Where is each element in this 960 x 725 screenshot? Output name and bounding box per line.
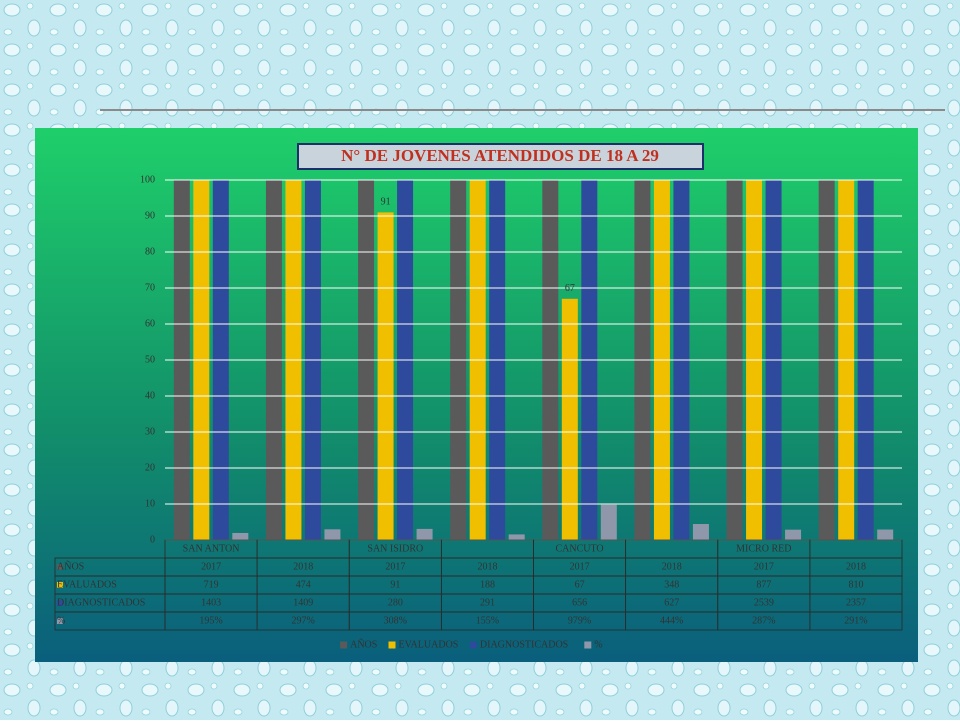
legend-swatch [340,641,348,649]
legend-key [57,618,63,624]
bar [692,524,709,540]
table-value: 91 [390,579,400,590]
bar [600,504,617,540]
data-label: 67 [565,283,575,294]
table-value: 155% [476,615,499,626]
table-value: 2017 [570,561,590,572]
legend-label: EVALUADOS [399,639,459,650]
table-row-header: EVALUADOS [57,579,117,590]
x-tick-label: SAN ISIDRO [367,543,423,554]
x-tick-label: CANCUTO [555,543,603,554]
legend-label: AÑOS [350,638,377,650]
y-tick-label: 50 [145,354,155,365]
y-tick-label: 0 [150,534,155,545]
x-tick-label: SAN ANTON [183,543,240,554]
y-tick-label: 90 [145,210,155,221]
table-value: 474 [296,579,311,590]
y-tick-label: 60 [145,318,155,329]
table-value: 287% [752,615,775,626]
y-tick-label: 10 [145,498,155,509]
table-value: 2017 [754,561,774,572]
table-value: 2018 [477,561,497,572]
title-box [297,143,704,170]
legend-key [57,582,63,588]
table-row-header: DIAGNOSTICADOS [57,597,145,608]
table-value: 2018 [293,561,313,572]
bar [232,532,249,540]
table-value: 280 [388,597,403,608]
table-value: 348 [664,579,679,590]
table-value: 2018 [662,561,682,572]
y-tick-label: 20 [145,462,155,473]
table-value: 719 [204,579,219,590]
y-tick-label: 80 [145,246,155,257]
legend-swatch [584,641,592,649]
table-value: 627 [664,597,679,608]
table-value: 195% [199,615,222,626]
table-value: 297% [292,615,315,626]
table-row-header: % [57,615,65,626]
bar [324,529,341,540]
table-value: 2017 [385,561,405,572]
chart-title: N° DE JOVENES ATENDIDOS DE 18 A 29 [341,146,659,165]
y-tick-label: 30 [145,426,155,437]
bar [377,212,394,540]
table-value: 308% [384,615,407,626]
bar [508,534,525,540]
table-row-header: AÑOS [57,560,84,572]
table-value: 656 [572,597,587,608]
table-value: 444% [660,615,683,626]
bar [785,529,802,540]
table-value: 877 [756,579,771,590]
table-value: 2018 [846,561,866,572]
legend-key [57,564,63,570]
table-value: 2539 [754,597,774,608]
x-tick-label: MICRO RED [736,543,791,554]
legend-swatch [388,641,396,649]
table-value: 291 [480,597,495,608]
bar [561,298,578,540]
legend-label: DIAGNOSTICADOS [480,639,568,650]
legend-key [57,600,63,606]
table-value: 2017 [201,561,221,572]
y-tick-label: 70 [145,282,155,293]
bar [416,528,433,540]
table-cell [809,611,903,631]
plot [173,180,894,540]
y-tick-label: 100 [140,174,155,185]
data-label: 91 [381,197,391,208]
table-value: 188 [480,579,495,590]
table-value: 291% [844,615,867,626]
bar [877,529,894,540]
table-value: 979% [568,615,591,626]
table-value: 2357 [846,597,866,608]
legend-label: % [594,639,602,650]
table-value: 1403 [201,597,221,608]
table-value: 67 [575,579,585,590]
legend-swatch [469,641,477,649]
table-value: 1409 [293,597,313,608]
table-value: 810 [848,579,863,590]
y-tick-label: 40 [145,390,155,401]
